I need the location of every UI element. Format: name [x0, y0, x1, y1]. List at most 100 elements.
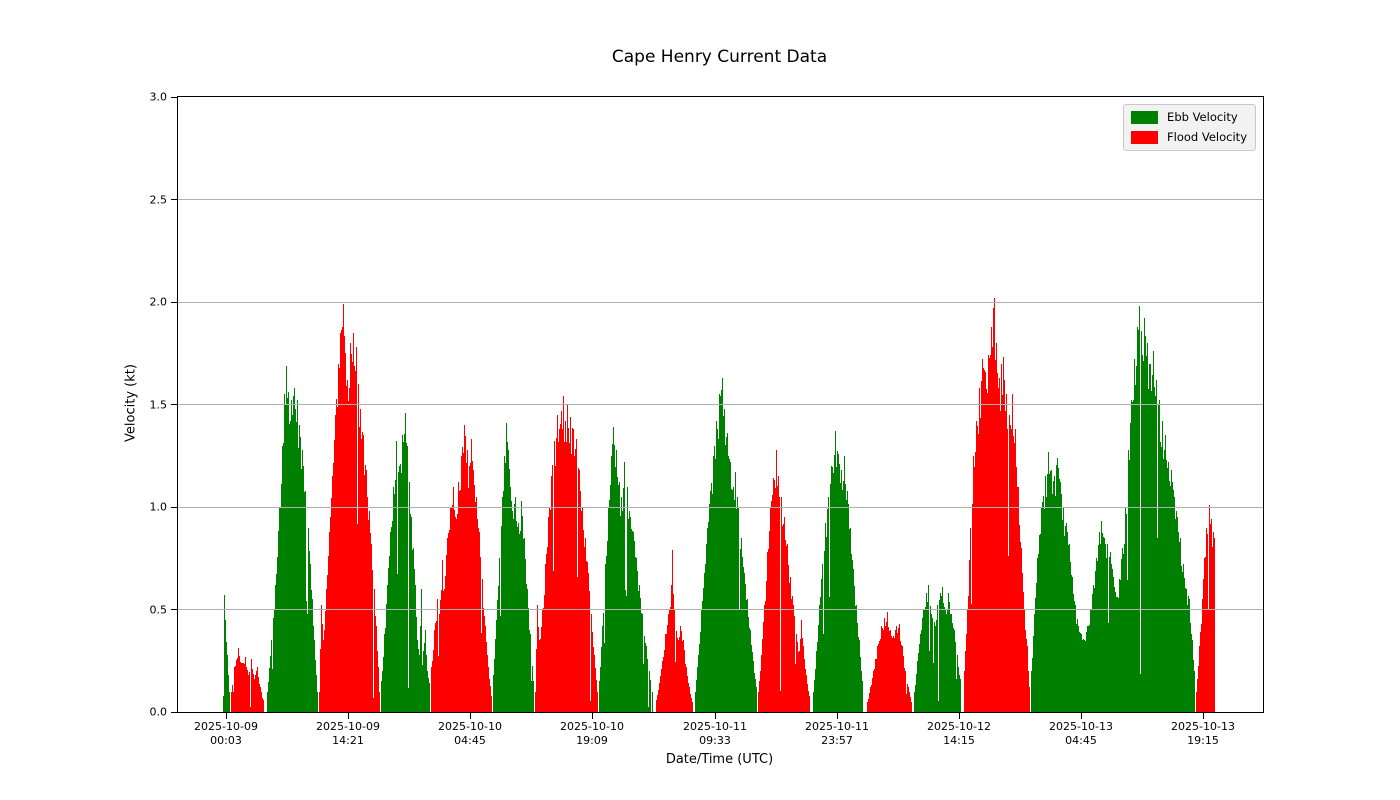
ebb-velocity-bar: [1060, 482, 1061, 712]
ebb-velocity-bar: [821, 578, 822, 712]
flood-velocity-bar: [437, 599, 438, 712]
flood-velocity-bar: [879, 641, 880, 712]
flood-velocity-bar: [471, 439, 472, 712]
ebb-velocity-bar: [1181, 565, 1182, 712]
flood-velocity-bar: [1005, 410, 1006, 712]
ebb-velocity-bar: [604, 642, 605, 712]
ebb-velocity-bar: [1128, 449, 1129, 712]
flood-velocity-bar: [432, 661, 433, 712]
ebb-velocity-bar: [381, 681, 382, 712]
flood-velocity-bar: [361, 439, 362, 712]
ebb-velocity-bar: [397, 573, 398, 712]
flood-velocity-bar: [585, 537, 586, 712]
y-tick-label: 0.5: [149, 603, 168, 616]
ebb-velocity-bar: [407, 445, 408, 712]
ebb-velocity-bar: [1160, 442, 1161, 712]
flood-velocity-bar: [1013, 435, 1014, 712]
flood-velocity-bar: [363, 435, 364, 712]
legend-item: Flood Velocity: [1131, 130, 1247, 144]
ebb-velocity-bar: [1171, 470, 1172, 712]
flood-velocity-bar: [1027, 646, 1028, 712]
ebb-velocity-bar: [419, 654, 420, 712]
flood-velocity-bar: [350, 343, 351, 712]
ebb-velocity-bar: [509, 468, 510, 712]
chart-title: Cape Henry Current Data: [611, 47, 828, 67]
ebb-velocity-bar: [1117, 597, 1118, 712]
ebb-velocity-bar: [599, 681, 600, 712]
ebb-velocity-bar: [958, 667, 959, 712]
flood-velocity-bar: [338, 363, 339, 712]
flood-velocity-bar: [576, 439, 577, 712]
flood-velocity-bar: [908, 687, 909, 712]
ebb-velocity-bar: [743, 566, 744, 712]
flood-velocity-bar: [1001, 363, 1002, 712]
flood-velocity-bar: [580, 490, 581, 712]
flood-velocity-bar: [1010, 424, 1011, 712]
flood-velocity-bar: [869, 693, 870, 712]
ebb-velocity-bar: [1102, 533, 1103, 712]
ebb-velocity-bar: [1169, 480, 1170, 712]
ebb-velocity-bar: [1087, 625, 1088, 712]
ebb-velocity-bar: [267, 691, 268, 712]
ebb-velocity-bar: [707, 527, 708, 712]
flood-velocity-bar: [1196, 691, 1197, 712]
ebb-velocity-bar: [529, 629, 530, 712]
ebb-velocity-bar: [1066, 523, 1067, 712]
ebb-velocity-bar: [817, 642, 818, 712]
ebb-velocity-bar: [607, 540, 608, 712]
flood-velocity-bar: [903, 656, 904, 712]
flood-velocity-bar: [874, 668, 875, 712]
ebb-velocity-bar: [1082, 640, 1083, 712]
ebb-velocity-bar: [1100, 544, 1101, 712]
flood-velocity-bar: [486, 641, 487, 712]
flood-velocity-bar: [323, 640, 324, 712]
ebb-velocity-bar: [1050, 470, 1051, 712]
ebb-velocity-bar: [629, 510, 630, 712]
flood-velocity-bar: [893, 636, 894, 712]
flood-velocity-bar: [674, 609, 675, 712]
ebb-velocity-bar: [824, 550, 825, 712]
flood-velocity-bar: [1014, 442, 1015, 712]
ebb-velocity-bar: [848, 504, 849, 712]
ebb-velocity-bar: [1132, 401, 1133, 712]
ebb-velocity-bar: [502, 496, 503, 712]
ebb-velocity-bar: [1084, 640, 1085, 712]
ebb-velocity-bar: [625, 589, 626, 712]
flood-velocity-bar: [372, 570, 373, 712]
ebb-velocity-bar: [400, 463, 401, 712]
ebb-velocity-bar: [700, 632, 701, 712]
flood-velocity-bar: [868, 698, 869, 712]
ebb-velocity-bar: [1107, 543, 1108, 712]
ebb-velocity-bar: [845, 483, 846, 712]
ebb-velocity-bar: [1156, 379, 1157, 712]
flood-velocity-bar: [367, 497, 368, 712]
ebb-velocity-bar: [505, 462, 506, 712]
x-tick-mark: [592, 713, 593, 719]
flood-velocity-bar: [978, 434, 979, 712]
ebb-velocity-bar: [1184, 577, 1185, 712]
flood-velocity-bar: [453, 486, 454, 712]
flood-velocity-bar: [562, 429, 563, 712]
ebb-velocity-bar: [313, 626, 314, 712]
flood-velocity-bar: [772, 494, 773, 712]
flood-velocity-bar: [470, 462, 471, 712]
ebb-velocity-bar: [723, 415, 724, 712]
ebb-velocity-bar: [416, 616, 417, 712]
ebb-velocity-bar: [1104, 537, 1105, 712]
ebb-velocity-bar: [950, 613, 951, 712]
ebb-velocity-bar: [646, 646, 647, 712]
ebb-velocity-bar: [951, 613, 952, 712]
ebb-velocity-bar: [822, 564, 823, 712]
ebb-velocity-bar: [405, 412, 406, 712]
flood-velocity-bar: [260, 687, 261, 712]
ebb-velocity-bar: [384, 634, 385, 712]
ebb-velocity-bar: [420, 625, 421, 712]
gridline: [178, 609, 1263, 610]
ebb-velocity-bar: [526, 583, 527, 712]
ebb-velocity-bar: [284, 394, 285, 712]
ebb-velocity-bar: [494, 659, 495, 712]
flood-velocity-bar: [782, 526, 783, 712]
flood-velocity-bar: [253, 674, 254, 712]
ebb-velocity-bar: [742, 557, 743, 712]
flood-velocity-bar: [241, 662, 242, 712]
